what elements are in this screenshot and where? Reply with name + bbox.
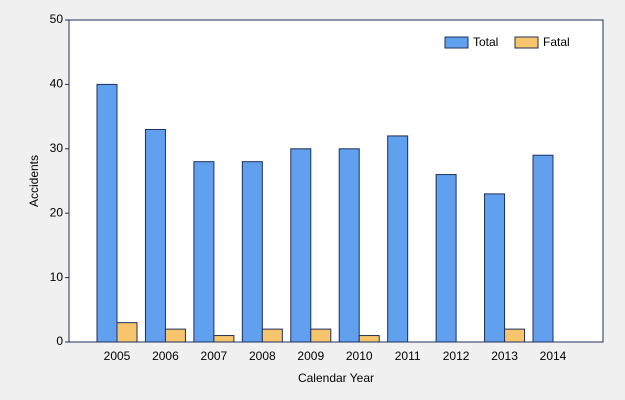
bar	[213, 335, 235, 343]
bar	[290, 148, 312, 343]
x-tick-label: 2014	[540, 349, 567, 363]
bar	[387, 135, 409, 343]
legend-swatch	[444, 36, 469, 49]
x-tick-label: 2009	[297, 349, 324, 363]
x-tick-label: 2006	[152, 349, 179, 363]
x-tick-label: 2007	[201, 349, 228, 363]
x-tick-label: 2008	[249, 349, 276, 363]
bar	[96, 83, 118, 343]
bar	[358, 335, 380, 343]
x-axis-label: Calendar Year	[298, 371, 374, 385]
x-tick-label: 2013	[491, 349, 518, 363]
y-axis-label: Accidents	[27, 155, 41, 207]
bar	[532, 154, 554, 343]
y-tick-label: 0	[56, 334, 63, 348]
legend-label: Total	[473, 35, 498, 49]
bar	[484, 193, 506, 343]
x-tick-label: 2005	[104, 349, 131, 363]
bar	[164, 328, 186, 343]
bar	[144, 128, 166, 343]
bar	[193, 161, 215, 343]
x-tick-label: 2011	[395, 349, 421, 363]
y-tick-label: 50	[50, 12, 64, 26]
y-tick-label: 40	[50, 77, 64, 91]
bar	[310, 328, 332, 343]
y-tick-label: 30	[50, 141, 64, 155]
legend-label: Fatal	[543, 35, 570, 49]
bar	[261, 328, 283, 343]
bar	[241, 161, 263, 343]
bar	[435, 174, 457, 343]
bar	[338, 148, 360, 343]
y-tick-label: 10	[50, 270, 64, 284]
bar	[116, 322, 138, 343]
y-tick-label: 20	[50, 205, 64, 219]
legend-swatch	[514, 36, 539, 49]
x-tick-label: 2010	[346, 349, 373, 363]
bar	[504, 328, 526, 343]
x-tick-label: 2012	[443, 349, 470, 363]
